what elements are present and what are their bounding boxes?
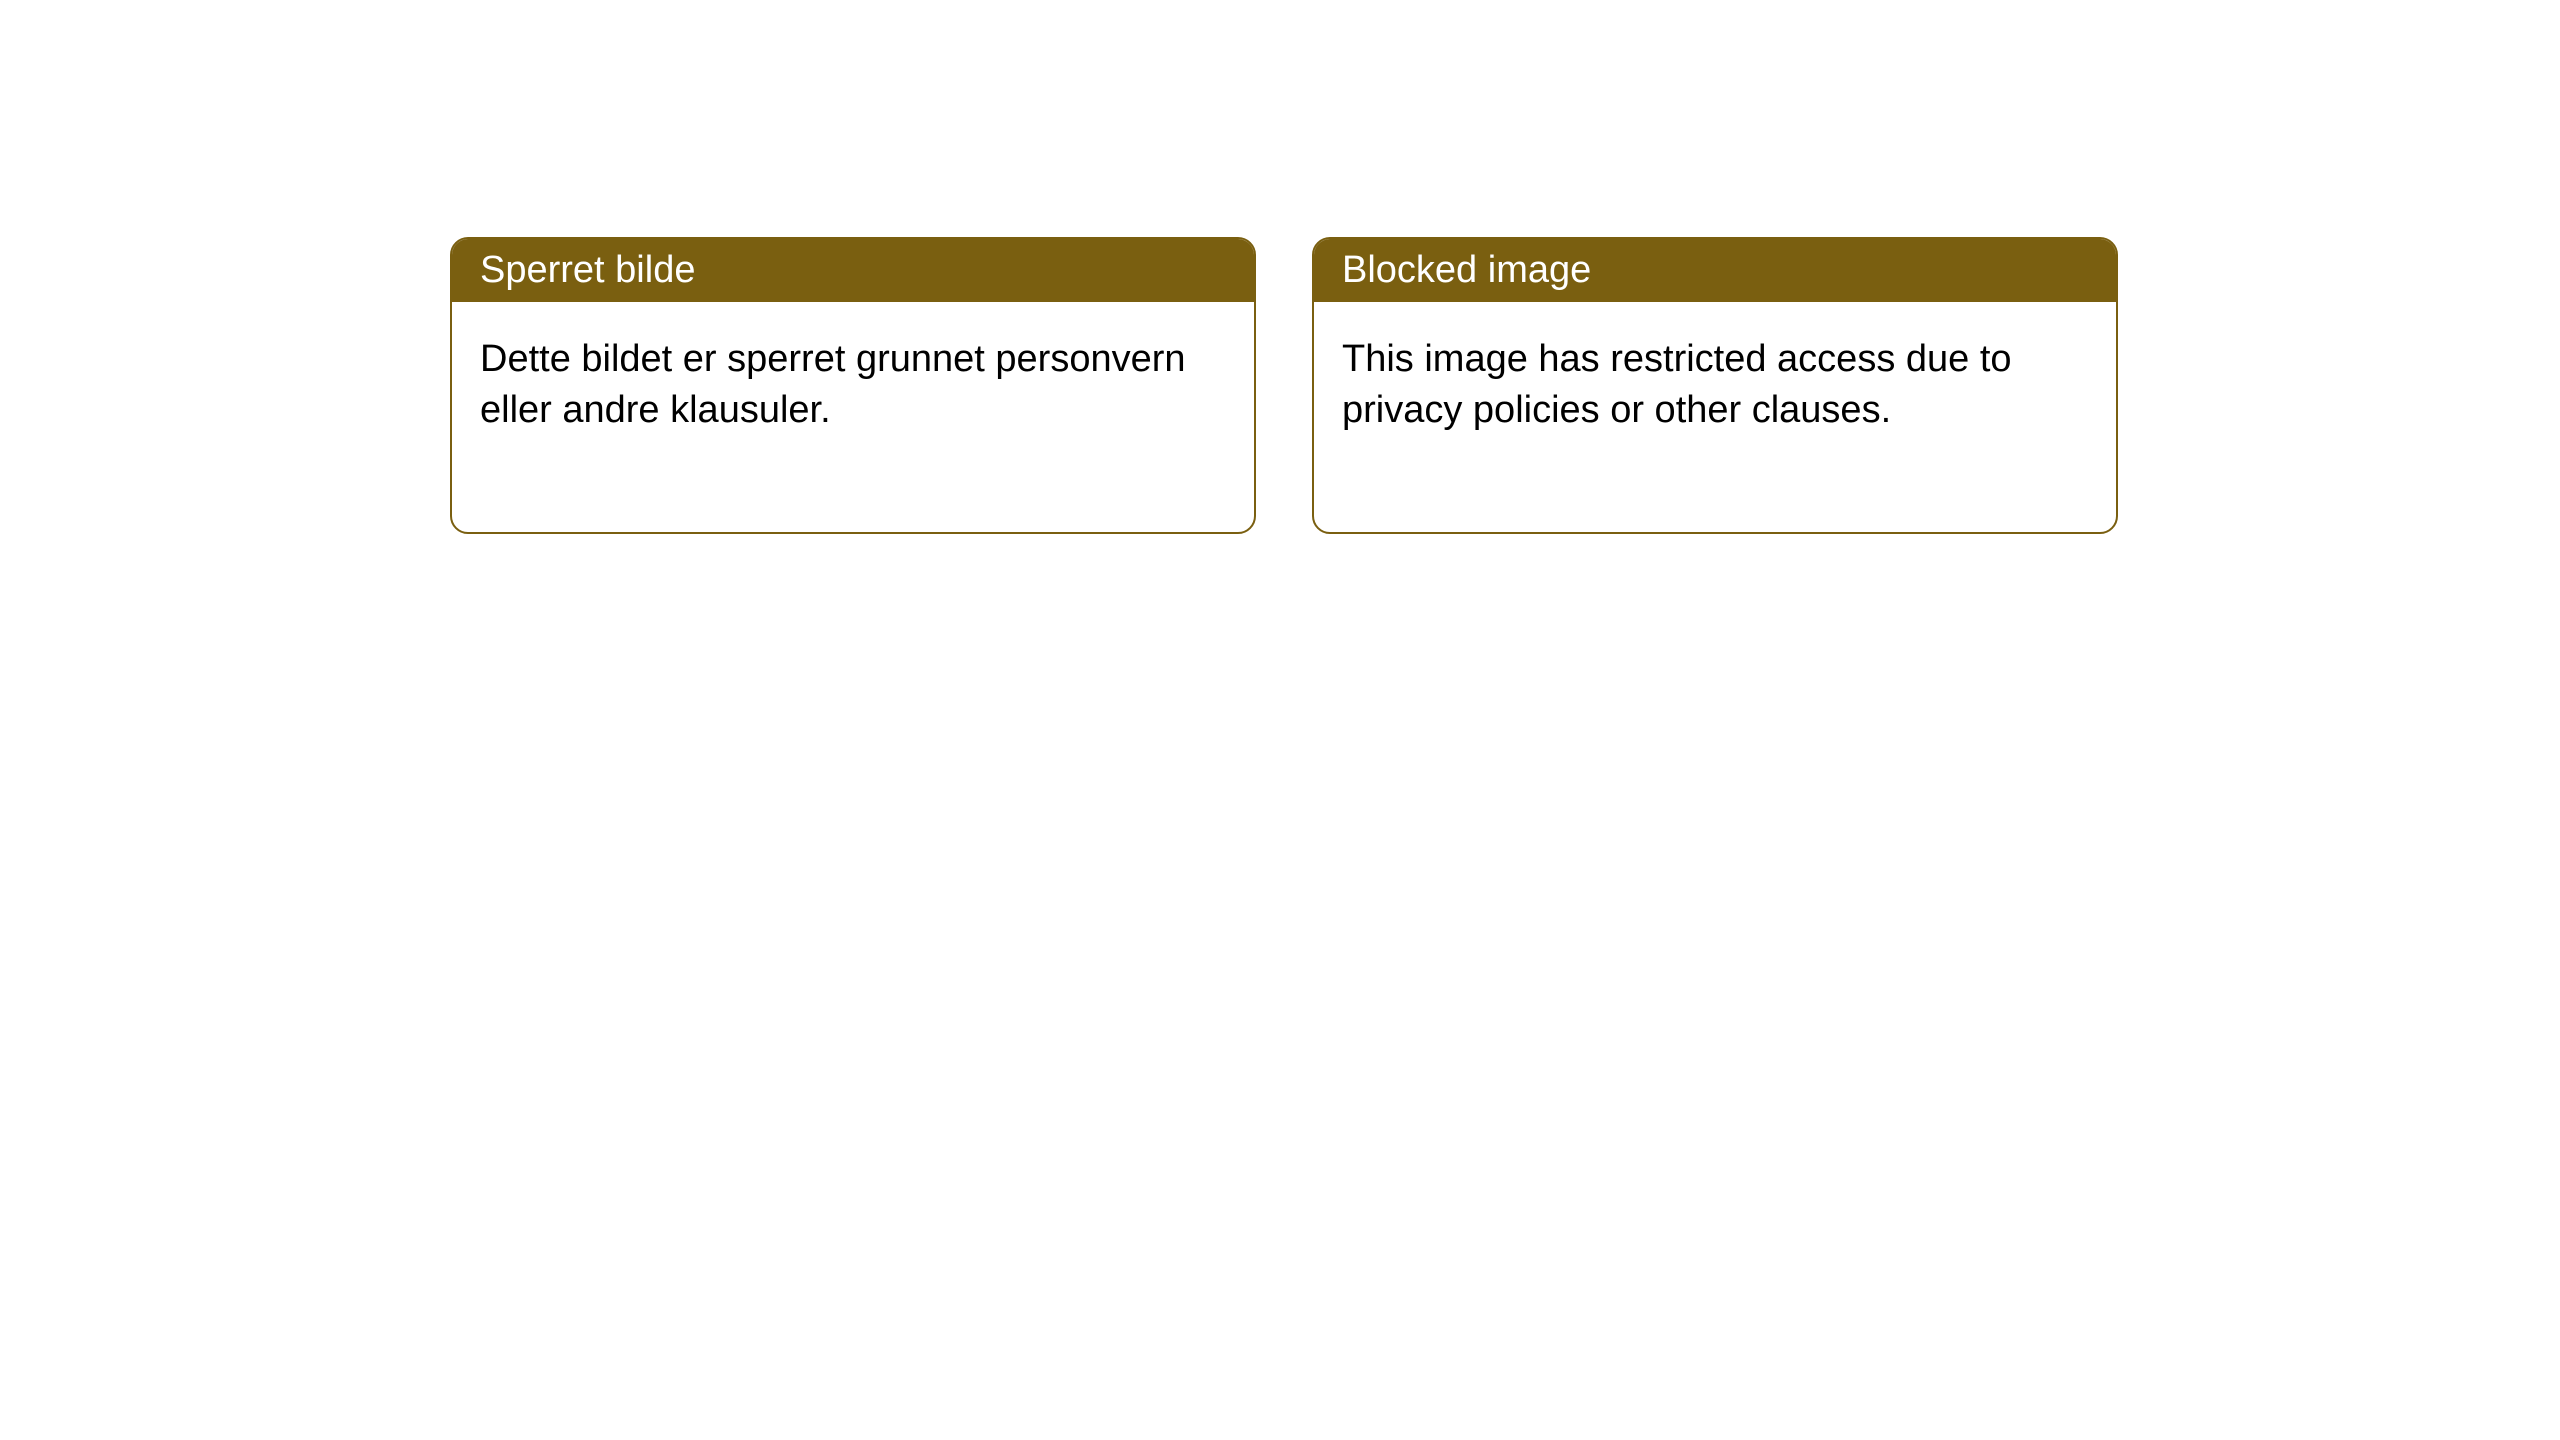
card-body: Dette bildet er sperret grunnet personve…	[452, 302, 1254, 532]
notice-container: Sperret bilde Dette bildet er sperret gr…	[450, 237, 2118, 534]
card-header: Sperret bilde	[452, 239, 1254, 302]
card-body: This image has restricted access due to …	[1314, 302, 2116, 532]
card-header: Blocked image	[1314, 239, 2116, 302]
notice-card-english: Blocked image This image has restricted …	[1312, 237, 2118, 534]
notice-card-norwegian: Sperret bilde Dette bildet er sperret gr…	[450, 237, 1256, 534]
